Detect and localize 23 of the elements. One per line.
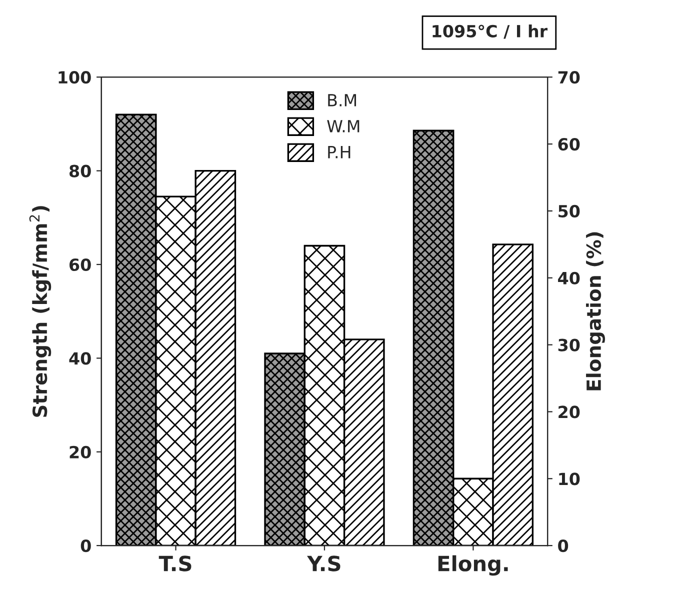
y-tick-label: 40 xyxy=(69,352,91,365)
y-tick-label: 60 xyxy=(70,258,91,272)
y-axis-title: Strength (kgf/mm$^{2}$) xyxy=(29,206,52,417)
y2-tick-label: 50 xyxy=(558,204,580,218)
legend-label: W.M xyxy=(327,120,360,132)
y2-tick-label: 40 xyxy=(558,272,580,284)
x-tick-label: Elong. xyxy=(438,555,508,576)
y-tick-label: 20 xyxy=(70,446,91,458)
y-tick-label: 80 xyxy=(70,164,91,178)
y2-tick-label: 20 xyxy=(558,406,580,418)
legend-label: B.M xyxy=(328,94,356,106)
legend-label: P.H xyxy=(328,146,350,158)
y2-axis-title: Elongation (%) xyxy=(586,232,605,390)
y-tick-label: 100 xyxy=(58,71,91,84)
x-tick-label: Y.S xyxy=(306,556,340,572)
x-tick-label: T.S xyxy=(158,556,192,572)
y2-tick-label: 10 xyxy=(559,472,580,486)
y2-tick-label: 70 xyxy=(558,71,580,84)
text: 1095°C / I hr xyxy=(432,24,548,39)
y-tick-label: 0 xyxy=(80,540,91,552)
y2-tick-label: 30 xyxy=(558,338,580,352)
y2-tick-label: 0 xyxy=(558,540,568,552)
y2-tick-label: 60 xyxy=(558,138,580,151)
